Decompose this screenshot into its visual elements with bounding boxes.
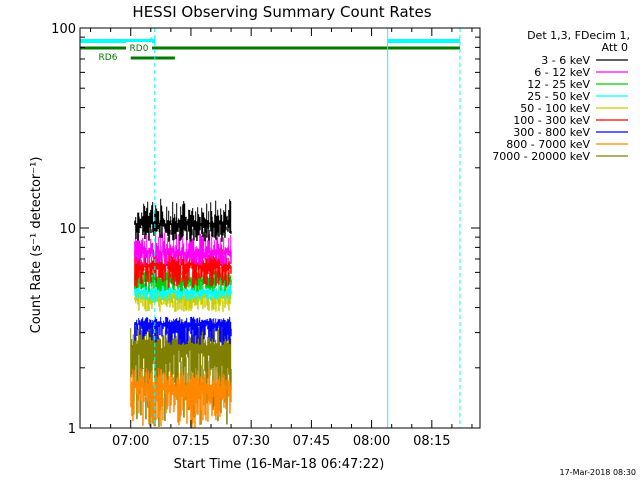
legend-label-1: 6 - 12 keV [534, 66, 590, 79]
flag-label-RD0-bg [126, 42, 152, 53]
x-tick-label: 07:30 [232, 434, 269, 449]
legend-header-line-2: Att 0 [602, 41, 628, 54]
chart-title: HESSI Observing Summary Count Rates [132, 3, 431, 21]
legend-label-0: 3 - 6 keV [541, 54, 590, 67]
flag-label-RD6: RD6 [99, 53, 118, 63]
y-tick-label: 100 [51, 22, 76, 37]
x-tick-label: 08:15 [413, 434, 450, 449]
y-tick-label: 1 [68, 422, 76, 437]
legend-label-2: 12 - 25 keV [527, 78, 590, 91]
series-trace-0 [134, 198, 232, 242]
y-tick-label: 10 [59, 222, 76, 237]
series-trace-3 [134, 283, 232, 302]
legend-label-8: 7000 - 20000 keV [492, 150, 590, 163]
legend-label-6: 300 - 800 keV [513, 126, 590, 139]
footer-timestamp: 17-Mar-2018 08:30 [560, 468, 637, 477]
flag-label-N: N [149, 37, 156, 47]
x-axis: 07:00 07:15 07:30 07:45 08:00 08:15 [90, 28, 473, 449]
x-tick-label: 07:00 [112, 434, 149, 449]
series-trace-7 [130, 368, 232, 428]
x-tick-label: 08:00 [353, 434, 390, 449]
flag-label-RD0: RD0 [130, 44, 149, 54]
x-tick-label: 07:15 [172, 434, 209, 449]
series-trace-1 [134, 232, 232, 266]
legend-label-4: 50 - 100 keV [520, 102, 590, 115]
legend-header-line-1: Det 1,3, FDecim 1, [527, 29, 630, 42]
x-tick-label: 07:45 [293, 434, 330, 449]
y-axis-label: Count Rate (s⁻¹ detector⁻¹) [29, 157, 44, 334]
legend-label-7: 800 - 7000 keV [506, 138, 590, 151]
data-layer [130, 198, 232, 428]
x-axis-label: Start Time (16-Mar-18 06:47:22) [174, 457, 385, 472]
y-axis: 1 10 100 [51, 22, 480, 437]
legend-label-5: 100 - 300 keV [513, 114, 590, 127]
series-trace-6 [134, 316, 232, 345]
legend-label-3: 25 - 50 keV [527, 90, 590, 103]
